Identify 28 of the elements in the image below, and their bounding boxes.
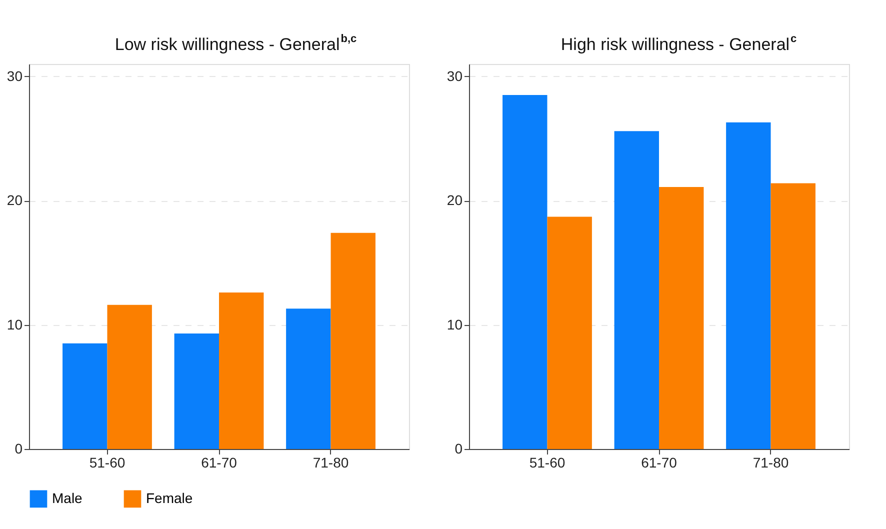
x-tick-label: 71-80 xyxy=(752,454,789,470)
y-tick-label: 20 xyxy=(6,192,23,208)
y-tick-label: 0 xyxy=(14,440,23,456)
bar xyxy=(330,232,376,449)
x-tick-label: 51-60 xyxy=(529,454,566,470)
bar xyxy=(614,131,659,449)
bar xyxy=(770,183,816,449)
legend-label: Female xyxy=(146,490,193,506)
bar xyxy=(107,304,152,449)
y-tick-label: 0 xyxy=(454,440,463,456)
bar xyxy=(174,334,219,449)
bar xyxy=(547,216,592,449)
bar xyxy=(659,186,704,449)
x-tick-label: 61-70 xyxy=(641,454,678,470)
bar xyxy=(502,95,548,449)
bar xyxy=(219,292,264,449)
y-tick-label: 20 xyxy=(446,192,463,208)
x-tick-label: 71-80 xyxy=(312,454,349,470)
bar xyxy=(726,122,771,449)
y-tick-label: 30 xyxy=(446,68,463,84)
y-tick-label: 10 xyxy=(6,316,23,332)
x-tick-label: 61-70 xyxy=(201,454,238,470)
x-tick-label: 51-60 xyxy=(89,454,126,470)
y-tick-label: 30 xyxy=(6,68,23,84)
bar xyxy=(286,308,331,449)
y-tick-label: 10 xyxy=(446,316,463,332)
legend-label: Male xyxy=(52,490,83,506)
bar xyxy=(62,343,108,449)
